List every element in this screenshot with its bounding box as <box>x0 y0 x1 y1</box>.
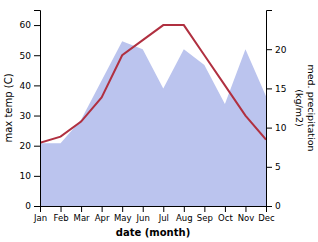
tick-mark <box>122 206 123 212</box>
y2-axis: 0 5 10 15 20 <box>266 11 287 212</box>
tick-mark <box>34 25 40 26</box>
tick-mark <box>34 176 40 177</box>
tick: Sep <box>197 206 213 223</box>
tick-label: 10 <box>20 171 32 181</box>
tick-mark <box>225 206 226 212</box>
tick: 60 <box>20 20 40 30</box>
tick-mark <box>34 116 40 117</box>
tick: 10 <box>20 171 40 181</box>
tick-label: Sep <box>197 213 213 223</box>
tick-label: 30 <box>20 111 32 121</box>
tick: 0 <box>266 201 281 211</box>
tick-label: Dec <box>258 213 275 223</box>
tick-label: 5 <box>275 162 281 172</box>
tick-mark <box>143 206 144 212</box>
tick: 20 <box>20 141 40 151</box>
tick-label: 50 <box>20 51 32 61</box>
tick-mark <box>102 206 103 212</box>
tick: 15 <box>266 84 286 94</box>
tick: 20 <box>266 45 287 55</box>
tick-label: Apr <box>95 213 110 223</box>
tick: May <box>114 206 132 223</box>
x-axis-title: date (month) <box>116 227 190 238</box>
plot: JanFebMarAprMayJunJulAugSepOctNovDec0102… <box>20 11 287 224</box>
tick: Dec <box>258 206 275 223</box>
tick: Mar <box>74 206 91 223</box>
tick-label: 0 <box>275 201 281 211</box>
area <box>40 41 266 206</box>
tick-mark <box>163 206 164 212</box>
tick-label: 20 <box>20 141 32 151</box>
tick: Nov <box>238 206 255 223</box>
tick: 50 <box>20 51 40 61</box>
tick: 0 <box>25 201 40 211</box>
y-axis-title: max temp (C) <box>3 73 14 142</box>
tick: Feb <box>54 206 69 223</box>
tick-label: 20 <box>275 45 287 55</box>
tick-mark <box>34 85 40 86</box>
tick: Jul <box>158 206 169 223</box>
tick: 5 <box>266 162 281 172</box>
tick-mark <box>266 167 272 168</box>
tick-label: 10 <box>275 123 287 133</box>
y2-axis-title: med. precipitation(kg/m2) <box>294 64 317 151</box>
tick: 30 <box>20 111 40 121</box>
tick: Oct <box>218 206 233 223</box>
y2-axis-title-line: med. precipitation <box>306 64 317 151</box>
tick-label: Nov <box>238 213 255 223</box>
tick-mark <box>266 88 272 89</box>
tick-mark <box>34 146 40 147</box>
tick: Aug <box>176 206 193 223</box>
tick-mark <box>204 206 205 212</box>
tick-mark <box>245 206 246 212</box>
tick-mark <box>184 206 185 212</box>
tick-label: Jan <box>33 213 47 223</box>
tick-label: Jun <box>136 213 150 223</box>
axis-line <box>267 11 273 207</box>
tick-mark <box>34 206 40 207</box>
y2-axis-title-line: (kg/m2) <box>294 89 305 126</box>
tick-label: 40 <box>20 81 32 91</box>
axis-line <box>34 11 41 207</box>
tick-mark <box>61 206 62 212</box>
tick-label: May <box>114 213 132 223</box>
tick-label: Feb <box>54 213 69 223</box>
tick-mark <box>81 206 82 212</box>
axis-line <box>41 207 267 213</box>
tick-mark <box>34 55 40 56</box>
tick: 40 <box>20 81 40 91</box>
tick: Jan <box>33 206 47 223</box>
tick-label: 0 <box>25 201 31 211</box>
chart: JanFebMarAprMayJunJulAugSepOctNovDec0102… <box>0 0 318 242</box>
marks <box>40 25 266 206</box>
y-axis: 0 10 20 30 40 50 60 <box>20 11 41 212</box>
tick: Apr <box>95 206 110 223</box>
tick: Jun <box>136 206 150 223</box>
tick-label: Jul <box>158 213 169 223</box>
tick-label: Aug <box>176 213 193 223</box>
tick-label: Oct <box>218 213 233 223</box>
tick-mark <box>266 49 272 50</box>
tick-label: Mar <box>74 213 91 223</box>
x-axis: Jan Feb Mar Apr May Jun Jul Aug Sep Oct NovDec <box>33 206 275 223</box>
tick-label: 60 <box>20 20 32 30</box>
line <box>40 25 266 143</box>
tick: 10 <box>266 123 287 133</box>
tick-mark <box>266 206 272 207</box>
tick-label: 15 <box>275 84 286 94</box>
tick-mark <box>266 128 272 129</box>
